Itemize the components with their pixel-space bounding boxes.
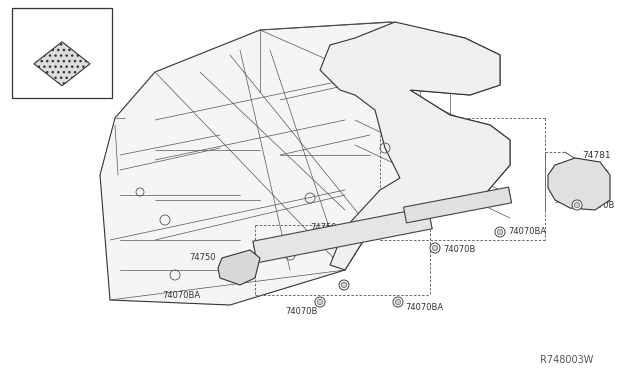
Polygon shape	[403, 187, 511, 223]
Text: 74070B: 74070B	[443, 246, 476, 254]
Text: 74750: 74750	[189, 253, 216, 263]
Text: 74761: 74761	[455, 201, 482, 209]
Bar	[12, 8, 112, 98]
Circle shape	[572, 200, 582, 210]
Circle shape	[430, 243, 440, 253]
Text: R748003W: R748003W	[540, 355, 593, 365]
Circle shape	[315, 297, 325, 307]
Circle shape	[574, 202, 580, 208]
Text: 74070BA: 74070BA	[162, 291, 200, 299]
Text: 74070B: 74070B	[285, 308, 317, 317]
Circle shape	[396, 299, 401, 305]
Polygon shape	[548, 158, 610, 210]
Circle shape	[432, 245, 438, 251]
Polygon shape	[100, 22, 510, 305]
Circle shape	[393, 297, 403, 307]
Circle shape	[339, 280, 349, 290]
Circle shape	[497, 229, 503, 235]
Polygon shape	[218, 250, 260, 285]
Text: 74070BA: 74070BA	[405, 304, 443, 312]
Text: 74070B: 74070B	[582, 201, 614, 209]
Circle shape	[341, 282, 347, 288]
Circle shape	[495, 227, 505, 237]
Text: 74892R: 74892R	[18, 17, 52, 26]
Polygon shape	[34, 42, 90, 86]
Text: 74070BA: 74070BA	[508, 228, 546, 237]
Text: 74759: 74759	[310, 224, 337, 232]
Circle shape	[317, 299, 323, 305]
Polygon shape	[320, 22, 510, 270]
Polygon shape	[253, 207, 432, 263]
Text: 74781: 74781	[582, 151, 611, 160]
